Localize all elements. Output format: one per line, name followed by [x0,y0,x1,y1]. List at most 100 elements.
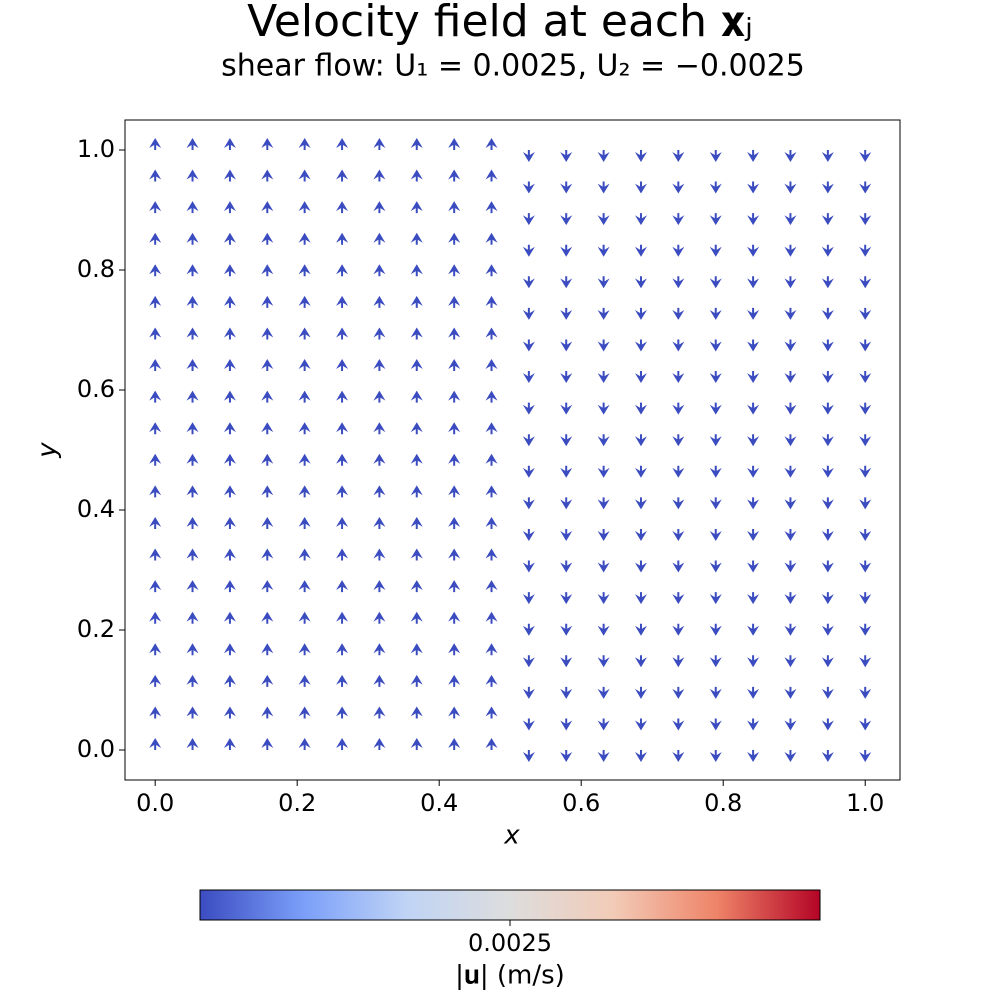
arrow [485,327,498,340]
arrow [747,276,760,289]
arrow [448,359,461,372]
arrow [298,232,311,245]
y-tick-label: 0.6 [77,375,115,403]
arrow [522,402,535,415]
arrow [223,422,236,435]
arrow [149,674,162,687]
arrow [373,485,386,498]
arrow [149,169,162,182]
arrow [709,276,722,289]
arrow [709,371,722,384]
arrow [373,390,386,403]
arrow [597,434,610,447]
arrow [448,706,461,719]
arrow [821,339,834,352]
arrow [634,244,647,257]
arrow [298,138,311,150]
arrow [560,276,573,289]
arrow [859,276,872,289]
arrow [298,201,311,214]
x-tick-label: 0.6 [562,789,600,817]
arrow [373,516,386,529]
x-tick-label: 0.8 [704,789,742,817]
arrow [859,655,872,668]
arrow [634,465,647,478]
arrow [410,706,423,719]
arrow [448,201,461,214]
arrow [485,138,498,150]
arrow [560,655,573,668]
arrow [522,623,535,636]
arrow [186,706,199,719]
arrow [448,611,461,624]
arrow [336,138,349,150]
arrow [410,169,423,182]
arrow [485,201,498,214]
arrow [186,327,199,340]
arrow [747,213,760,226]
arrow [522,465,535,478]
arrow [634,718,647,731]
arrow [448,422,461,435]
arrow [186,390,199,403]
arrow [634,150,647,162]
arrow [522,213,535,226]
arrow [448,169,461,182]
arrow [149,611,162,624]
arrow [410,548,423,561]
arrow [859,750,872,762]
arrow [373,453,386,466]
arrow [859,371,872,384]
arrow [747,244,760,257]
arrow [485,422,498,435]
arrow [485,580,498,593]
arrow [784,528,797,541]
arrow [709,339,722,352]
arrow [373,643,386,656]
arrow [448,327,461,340]
arrow [261,706,274,719]
arrow [597,150,610,162]
arrow [186,138,199,150]
arrow [373,706,386,719]
arrow [560,497,573,510]
arrow [485,643,498,656]
arrow [560,718,573,731]
arrow [672,371,685,384]
arrow [186,422,199,435]
arrow [261,611,274,624]
arrow [672,181,685,194]
arrow [186,580,199,593]
arrow [747,528,760,541]
arrow [186,611,199,624]
arrow [261,516,274,529]
arrow [522,560,535,573]
arrow [597,276,610,289]
arrow [373,422,386,435]
arrow [223,359,236,372]
arrow [410,516,423,529]
arrow [672,402,685,415]
arrow [784,150,797,162]
arrow [522,497,535,510]
arrow [485,548,498,561]
arrow [298,453,311,466]
arrow [186,485,199,498]
arrow [485,295,498,308]
arrow [634,655,647,668]
arrow [597,592,610,605]
arrow [336,201,349,214]
arrow [597,402,610,415]
arrow [859,592,872,605]
arrow [223,485,236,498]
arrow [709,402,722,415]
arrow [672,592,685,605]
arrow [261,264,274,277]
arrow [784,307,797,320]
arrow [784,402,797,415]
arrow [149,201,162,214]
arrow [784,655,797,668]
arrow [149,738,162,750]
arrow [186,548,199,561]
